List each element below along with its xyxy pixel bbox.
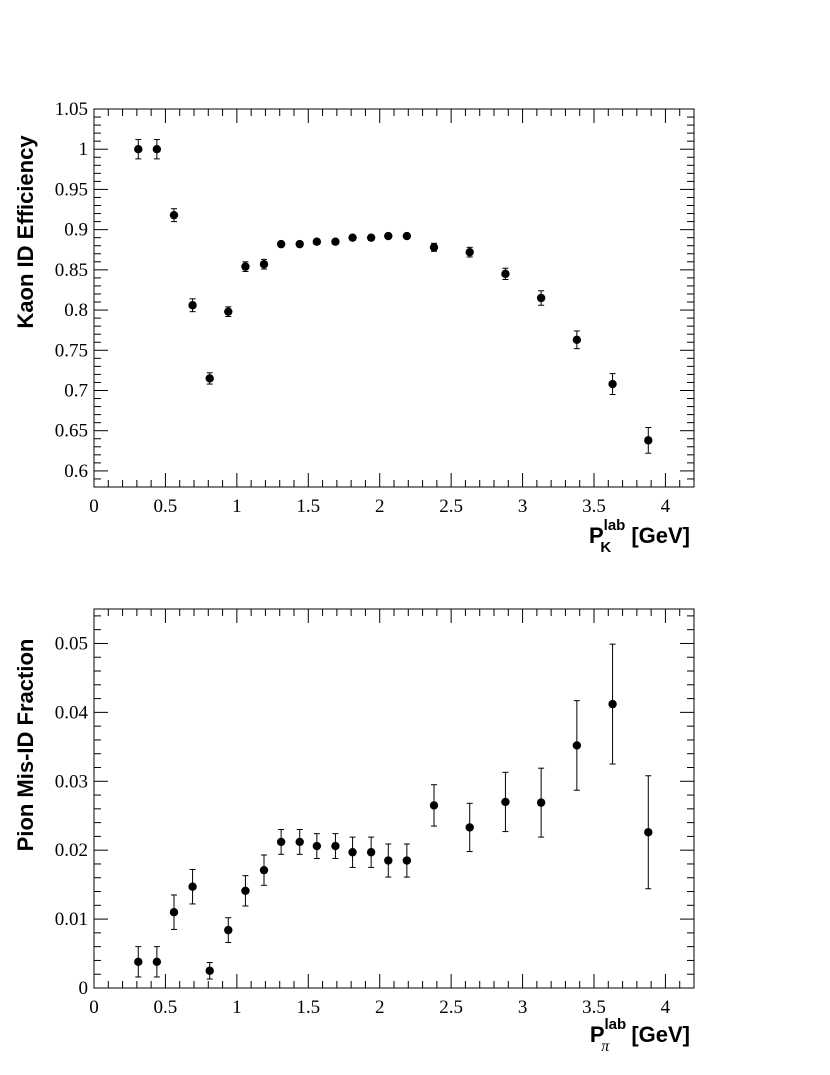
data-point <box>312 841 322 851</box>
kaon-efficiency-panel: Kaon ID Efficiency Plab K [GeV] 0 0.5 1 1.5 2… <box>13 99 695 556</box>
data-point <box>188 301 197 310</box>
data-point <box>224 925 233 935</box>
x-axis-title-main: P <box>590 1022 605 1047</box>
data-point <box>331 841 340 851</box>
x-tick-label: 0 <box>89 997 99 1018</box>
data-point <box>501 797 510 807</box>
data-point <box>536 798 546 807</box>
data-point <box>134 957 143 967</box>
data-point <box>134 145 143 154</box>
x-axis-title: Plab K [GeV] <box>589 517 690 556</box>
x-tick-label: 3.5 <box>582 496 606 517</box>
x-axis-title-sub: π <box>601 1038 610 1055</box>
x-axis-title-unit: [GeV] <box>625 1022 690 1047</box>
x-tick-label: 4 <box>661 496 671 517</box>
data-point <box>536 293 546 303</box>
data-point <box>465 247 474 257</box>
data-point <box>644 436 653 445</box>
data-point <box>501 269 510 279</box>
data-point <box>366 848 376 857</box>
x-tick-label: 3.5 <box>582 997 606 1018</box>
y-tick-label: 0.6 <box>64 461 88 482</box>
data-point <box>259 260 269 269</box>
data-point <box>402 231 412 241</box>
data-point <box>644 828 653 837</box>
y-tick-label: 0.03 <box>55 771 88 792</box>
data-point <box>276 239 286 249</box>
y-tick-label: 0.8 <box>64 300 88 321</box>
data-point <box>331 237 340 246</box>
data-point <box>312 237 322 246</box>
x-tick-label: 2 <box>375 496 385 517</box>
y-tick-label: 0.85 <box>55 260 88 281</box>
y-tick-label: 0.75 <box>55 340 88 361</box>
x-tick-label: 2.5 <box>439 496 463 517</box>
data-point <box>205 374 214 383</box>
y-tick-label: 0.95 <box>55 179 88 200</box>
x-tick-label: 1.5 <box>296 997 320 1018</box>
data-point <box>152 145 162 154</box>
y-tick-label: 0.04 <box>55 702 89 723</box>
data-point <box>348 233 357 242</box>
data-point <box>188 882 197 891</box>
data-point <box>429 243 439 252</box>
y-tick-label: 0 <box>79 978 89 999</box>
x-tick-label: 1.5 <box>296 496 320 517</box>
data-point <box>366 233 376 242</box>
data-point <box>465 823 474 832</box>
y-tick-label: 0.01 <box>55 909 88 930</box>
data-point <box>402 856 412 865</box>
data-point <box>205 966 214 975</box>
x-axis-title-sup: lab <box>605 1016 627 1033</box>
data-point <box>259 865 269 875</box>
x-tick-label: 2 <box>375 997 385 1018</box>
data-point <box>429 801 439 810</box>
x-tick-label: 0 <box>89 496 99 517</box>
plot-frame <box>93 608 695 989</box>
data-point <box>608 379 617 389</box>
x-tick-label: 2.5 <box>439 997 463 1018</box>
y-tick-label: 1 <box>79 139 89 160</box>
data-point <box>295 837 304 847</box>
data-point <box>384 856 393 865</box>
data-point <box>348 848 357 857</box>
data-point <box>241 886 250 896</box>
data-point <box>276 837 286 847</box>
y-tick-label: 0.05 <box>55 633 88 654</box>
y-tick-label: 0.65 <box>55 421 88 442</box>
x-axis-title-sup: lab <box>604 517 626 534</box>
x-tick-label: 3 <box>518 496 528 517</box>
x-tick-label: 3 <box>518 997 528 1018</box>
x-axis-title-unit: [GeV] <box>625 523 690 548</box>
x-tick-label: 0.5 <box>154 997 178 1018</box>
x-axis-title-main: P <box>589 523 604 548</box>
y-tick-label: 0.02 <box>55 840 88 861</box>
data-point <box>295 239 304 249</box>
x-tick-label: 0.5 <box>154 496 178 517</box>
data-point <box>169 908 179 917</box>
data-point <box>572 741 582 750</box>
y-axis-title: Pion Mis-ID Fraction <box>13 639 38 852</box>
data-point <box>608 699 617 709</box>
x-tick-label: 4 <box>661 997 671 1018</box>
data-point <box>152 957 162 967</box>
data-point <box>224 307 233 316</box>
data-point <box>241 262 250 271</box>
data-point <box>384 231 393 241</box>
x-axis-title: Plab π [GeV] <box>590 1016 690 1055</box>
y-tick-label: 0.7 <box>64 380 88 401</box>
x-tick-label: 1 <box>232 496 242 517</box>
data-point <box>572 335 582 345</box>
pion-misid-panel: Pion Mis-ID Fraction Plab π [GeV] 0 0.5 1 1.… <box>13 608 695 1055</box>
data-point <box>169 210 179 220</box>
y-axis-title: Kaon ID Efficiency <box>13 135 38 329</box>
x-axis-title-sub: K <box>600 539 611 556</box>
y-tick-label: 1.05 <box>55 99 88 120</box>
plot-frame <box>93 108 695 488</box>
y-tick-label: 0.9 <box>64 220 88 241</box>
x-tick-label: 1 <box>232 997 242 1018</box>
